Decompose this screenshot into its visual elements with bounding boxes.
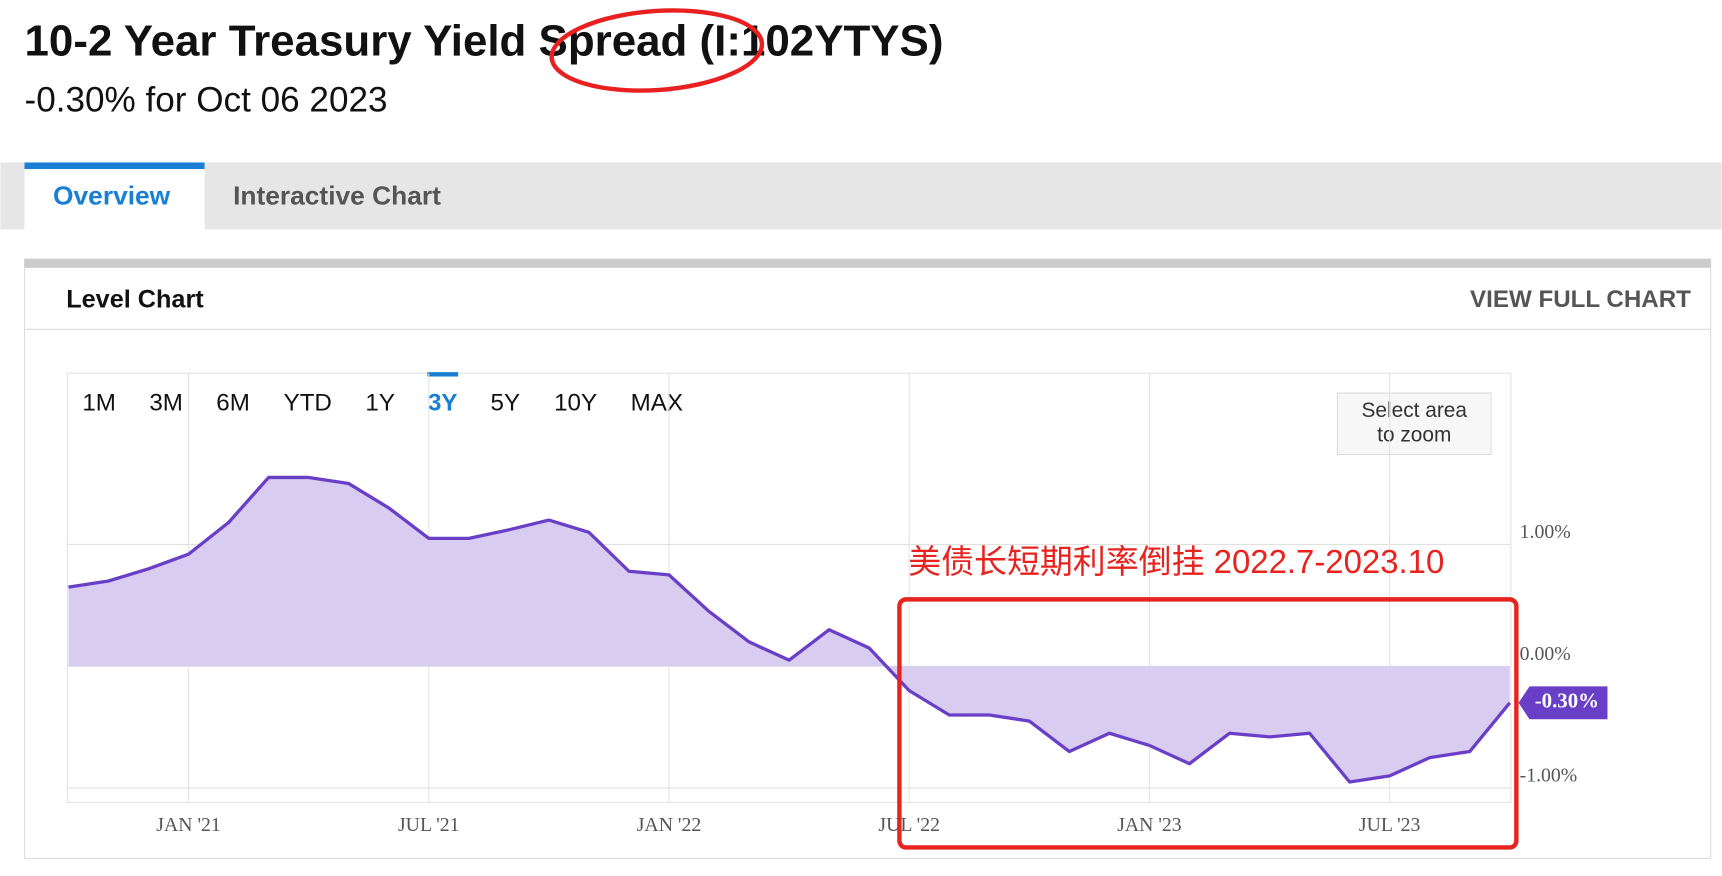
tab[interactable]: Interactive Chart [233, 181, 441, 211]
y-tick-label: 0.00% [1520, 643, 1571, 665]
range-button[interactable]: 10Y [554, 389, 597, 416]
tab-bar [0, 162, 1722, 230]
area [68, 477, 1510, 782]
title: 10-2 Year Treasury Yield Spread (I:102YT… [25, 17, 944, 66]
x-tick-label: JAN '21 [156, 814, 220, 836]
last-value-label: -0.30% [1535, 689, 1599, 713]
annotation-box [897, 597, 1519, 850]
range-button[interactable]: MAX [631, 389, 683, 416]
plot-frame [66, 372, 1512, 803]
tab[interactable]: Overview [53, 181, 171, 211]
range-indicator [427, 372, 459, 377]
range-button[interactable]: 3M [149, 389, 183, 416]
y-tick-label: -1.00% [1520, 765, 1578, 787]
y-tick-label: 1.00% [1520, 521, 1571, 543]
range-button[interactable]: 3Y [428, 389, 458, 416]
range-button[interactable]: YTD [284, 389, 332, 416]
annotation: 美债长短期利率倒挂 2022.7-2023.10 [908, 543, 1444, 580]
subtitle: -0.30% for Oct 06 2023 [25, 80, 388, 119]
range-button[interactable]: 5Y [491, 389, 521, 416]
range-button[interactable]: 1M [82, 389, 116, 416]
x-tick-label: JAN '22 [637, 814, 701, 836]
tab-active-bg [24, 162, 205, 230]
zoom-hint: Select area [1362, 399, 1468, 422]
card-title: Level Chart [66, 285, 204, 313]
last-value-tag [1518, 686, 1608, 720]
range-button[interactable]: 1Y [365, 389, 395, 416]
zoom-hint-box [1336, 392, 1492, 456]
card-top [24, 259, 1711, 268]
x-tick-label: JUL '22 [878, 814, 940, 836]
tab-indicator [24, 162, 205, 170]
view-full-chart[interactable]: VIEW FULL CHART [1470, 286, 1691, 313]
x-tick-label: JUL '23 [1359, 814, 1421, 836]
x-tick-label: JAN '23 [1117, 814, 1182, 836]
red-circle [549, 8, 765, 93]
zoom-hint: to zoom [1377, 423, 1451, 446]
x-tick-label: JUL '21 [398, 814, 460, 836]
line [68, 475, 1512, 784]
range-button[interactable]: 6M [216, 389, 250, 416]
